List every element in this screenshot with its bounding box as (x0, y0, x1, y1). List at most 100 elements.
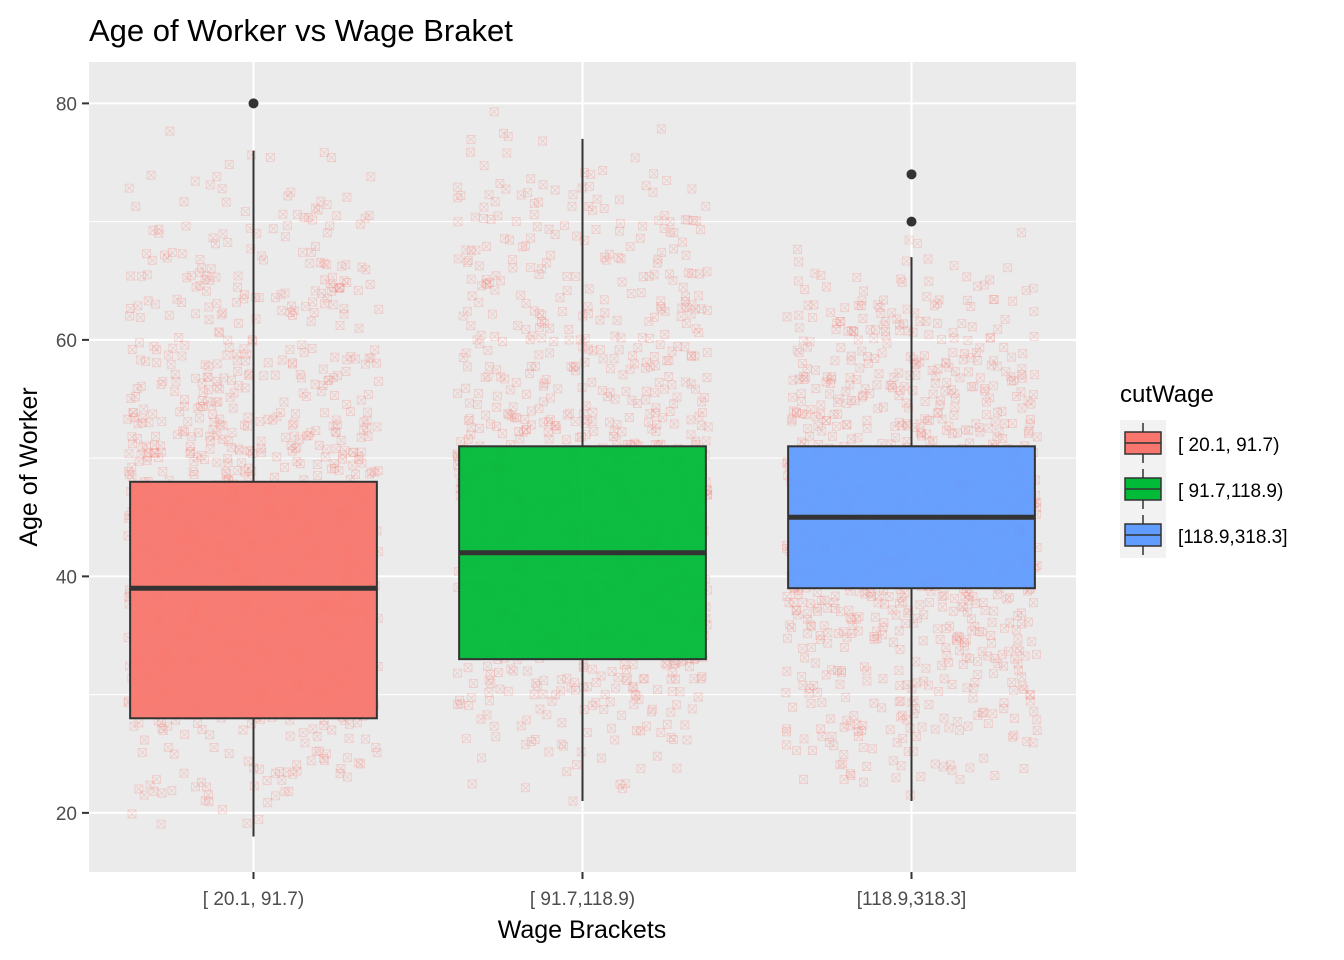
jitter-point (958, 355, 968, 365)
jitter-point (481, 275, 491, 284)
jitter-point (241, 356, 250, 366)
jitter-point (205, 180, 215, 190)
jitter-point (622, 665, 631, 675)
jitter-point (653, 685, 662, 694)
jitter-point (821, 416, 831, 426)
jitter-point (788, 375, 798, 385)
jitter-point (966, 302, 976, 311)
jitter-point (624, 413, 634, 422)
jitter-point (939, 590, 949, 600)
jitter-point (516, 290, 525, 300)
boxplot-1 (129, 98, 378, 837)
jitter-point (806, 404, 816, 414)
jitter-point (829, 598, 839, 607)
jitter-point (564, 335, 574, 345)
jitter-point (963, 295, 972, 305)
jitter-point (132, 384, 142, 393)
jitter-point (154, 228, 164, 238)
jitter-point (816, 724, 825, 734)
jitter-point (997, 650, 1007, 659)
jitter-point (787, 392, 797, 402)
jitter-point (665, 269, 674, 279)
jitter-point (158, 466, 168, 476)
jitter-point (198, 402, 208, 412)
jitter-point (525, 335, 535, 345)
jitter-point (208, 233, 218, 243)
jitter-point (596, 753, 606, 763)
jitter-point (500, 233, 509, 243)
jitter-point (636, 288, 646, 298)
jitter-point (491, 271, 501, 281)
jitter-point (539, 381, 548, 391)
jitter-point (521, 783, 530, 793)
jitter-point (978, 598, 988, 607)
jitter-point (177, 298, 186, 307)
jitter-point (321, 749, 331, 759)
jitter-point (1025, 696, 1035, 706)
jitter-point (364, 353, 374, 363)
jitter-point (825, 738, 834, 748)
jitter-point (539, 676, 549, 686)
jitter-point (806, 699, 816, 708)
jitter-point (672, 700, 681, 710)
x-axis-title: Wage Brackets (498, 916, 667, 944)
jitter-point (1017, 374, 1027, 383)
jitter-point (612, 436, 622, 446)
jitter-point (651, 427, 661, 436)
jitter-point (321, 444, 331, 454)
jitter-point (701, 436, 711, 446)
jitter-point (979, 384, 989, 393)
jitter-point (288, 769, 298, 779)
jitter-point (289, 431, 299, 441)
jitter-point (968, 693, 978, 703)
x-tick-label: [ 20.1, 91.7) (203, 889, 304, 910)
jitter-point (492, 391, 502, 401)
jitter-point (139, 404, 149, 414)
jitter-point (631, 691, 641, 700)
jitter-point (374, 304, 384, 314)
jitter-point (633, 343, 643, 353)
jitter-point (540, 318, 549, 328)
jitter-point (895, 326, 905, 336)
jitter-point (985, 333, 995, 342)
jitter-point (656, 124, 666, 134)
jitter-point (895, 645, 905, 654)
jitter-point (461, 348, 471, 358)
jitter-point (537, 264, 546, 274)
jitter-point (922, 292, 932, 302)
jitter-point (605, 697, 615, 707)
jitter-point (669, 735, 678, 744)
jitter-point (675, 687, 685, 697)
jitter-point (687, 184, 697, 194)
jitter-point (129, 721, 139, 731)
jitter-point (962, 683, 972, 693)
jitter-point (1001, 367, 1011, 377)
jitter-point (192, 452, 202, 462)
jitter-point (957, 319, 967, 328)
jitter-point (278, 209, 288, 219)
jitter-point (964, 367, 973, 377)
jitter-point (466, 274, 476, 284)
box (129, 480, 378, 720)
jitter-point (455, 695, 464, 705)
jitter-point (143, 296, 153, 306)
jitter-point (787, 416, 797, 426)
jitter-point (203, 396, 212, 406)
jitter-point (681, 292, 690, 302)
jitter-point (490, 332, 500, 341)
jitter-point (314, 440, 324, 450)
jitter-point (629, 359, 639, 369)
jitter-point (802, 629, 812, 638)
jitter-point (852, 614, 861, 624)
jitter-point (860, 589, 870, 599)
jitter-point (171, 377, 181, 386)
jitter-point (259, 255, 268, 265)
jitter-point (941, 359, 951, 368)
jitter-point (922, 429, 932, 439)
jitter-point (197, 378, 207, 388)
jitter-point (989, 356, 998, 366)
jitter-point (1026, 399, 1036, 409)
jitter-point (612, 420, 622, 430)
jitter-point (941, 643, 951, 653)
jitter-point (846, 355, 856, 365)
